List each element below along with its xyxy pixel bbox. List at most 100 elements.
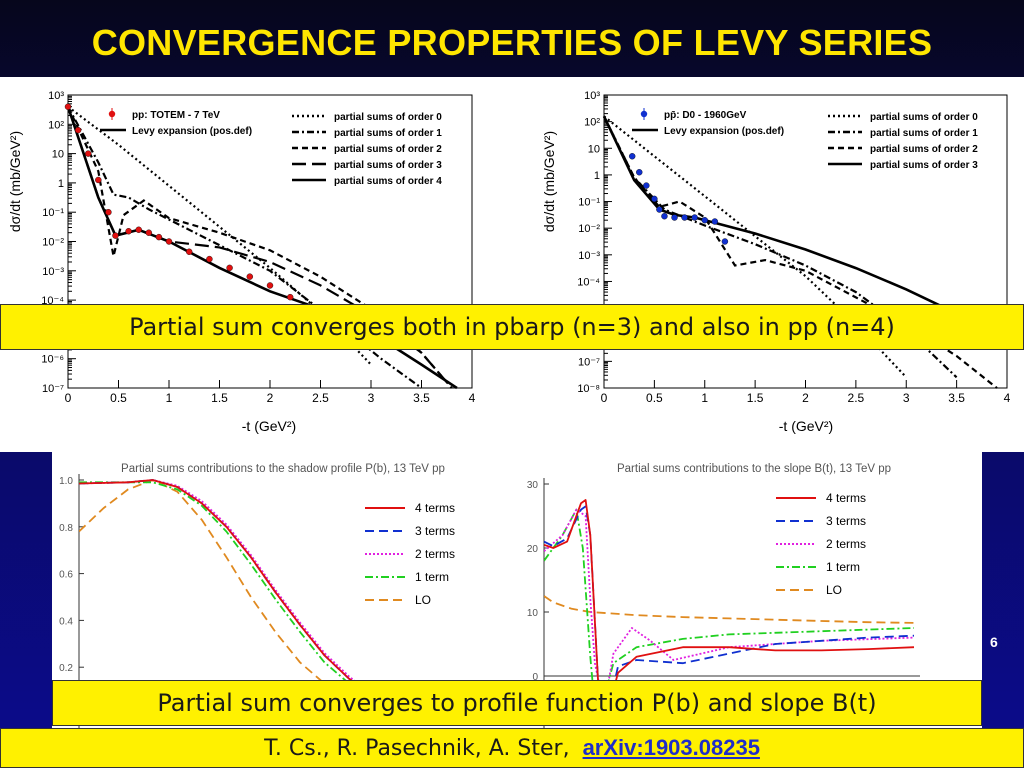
- tl-data-point: [95, 176, 102, 184]
- bl-legend-label: LO: [415, 593, 431, 607]
- tl-legend-label: partial sums of order 3: [334, 160, 442, 171]
- br-legend-label: 2 terms: [826, 537, 866, 551]
- tl-legend-model-label: Levy expansion (pos.def): [132, 126, 252, 137]
- caption-bottom: Partial sum converges to profile functio…: [52, 680, 982, 726]
- tl-y-axis-label: dσ/dt (mb/GeV²): [7, 131, 23, 232]
- br-series-line: [544, 595, 915, 624]
- tr-y-tick-label: 10⁻²: [578, 223, 600, 235]
- tl-data-point: [246, 273, 254, 280]
- bl-y-tick-label: 0.4: [59, 616, 73, 627]
- tl-legend-data-label: pp: TOTEM - 7 TeV: [132, 110, 220, 121]
- tr-x-tick-label: 0: [601, 391, 608, 405]
- tr-data-point: [691, 214, 698, 221]
- tr-data-point: [629, 153, 636, 160]
- tl-y-tick-label: 10⁻¹: [42, 207, 64, 219]
- slide-title: CONVERGENCE PROPERTIES OF LEVY SERIES: [91, 22, 933, 63]
- tl-data-point: [64, 103, 72, 110]
- tr-legend-data-label: pp̄: D0 - 1960GeV: [664, 110, 747, 121]
- bl-legend-label: 2 terms: [415, 547, 455, 561]
- br-chart-title: Partial sums contributions to the slope …: [617, 463, 891, 475]
- citation-bar: T. Cs., R. Pasechnik, A. Ster, arXiv:190…: [0, 728, 1024, 768]
- tr-x-tick-label: 4: [1004, 391, 1011, 405]
- bl-series-line: [79, 479, 473, 715]
- bl-legend-label: 1 term: [415, 570, 449, 584]
- tl-y-tick-label: 10⁻³: [42, 266, 64, 278]
- caption-top: Partial sum converges both in pbarp (n=3…: [0, 304, 1024, 350]
- tl-x-tick-label: 2.5: [312, 391, 329, 405]
- tl-x-axis-label: -t (GeV²): [242, 418, 296, 434]
- bl-series-line: [79, 479, 473, 715]
- br-series-line: [544, 508, 915, 709]
- d0-cross-section-plot: 10⁻⁸10⁻⁷10⁻⁶10⁻⁵10⁻⁴10⁻³10⁻²10⁻¹11010²10…: [526, 77, 1024, 452]
- tl-data-point: [185, 248, 193, 255]
- caption-top-text: Partial sum converges both in pbarp (n=3…: [129, 313, 895, 341]
- tl-x-tick-label: 1: [166, 391, 173, 405]
- tl-y-tick-label: 10³: [48, 90, 64, 102]
- tr-y-tick-label: 10⁻⁷: [578, 356, 600, 368]
- tl-data-point: [155, 233, 163, 241]
- tr-x-tick-label: 1: [701, 391, 708, 405]
- tl-series-line: [67, 106, 453, 389]
- tl-x-tick-label: 0: [65, 391, 72, 405]
- tr-legend-model-label: Levy expansion (pos.def): [664, 126, 784, 137]
- tr-y-axis-label: dσ/dt (mb/GeV²): [541, 131, 557, 232]
- tr-data-point: [721, 238, 729, 245]
- tl-y-tick-label: 10⁻²: [42, 237, 64, 249]
- br-legend-label: 1 term: [826, 560, 860, 574]
- br-legend-label: 3 terms: [826, 514, 866, 528]
- tr-data-point: [661, 212, 668, 220]
- tl-data-point: [74, 126, 82, 134]
- tl-x-tick-label: 3.5: [413, 391, 430, 405]
- br-legend-label: LO: [826, 583, 842, 597]
- tr-series-line: [602, 115, 1008, 342]
- tl-y-tick-label: 1: [58, 178, 64, 190]
- bl-y-tick-label: 1.0: [59, 476, 73, 487]
- tr-y-tick-label: 10⁻¹: [578, 197, 600, 209]
- bl-y-tick-label: 0.2: [59, 663, 73, 674]
- citation-authors: T. Cs., R. Pasechnik, A. Ster,: [264, 735, 577, 761]
- tr-data-point: [711, 218, 719, 225]
- br-y-tick-label: 20: [527, 544, 539, 555]
- tl-data-point: [135, 226, 142, 233]
- tl-data-point: [206, 255, 213, 263]
- tr-y-tick-label: 10⁻⁴: [577, 276, 600, 288]
- arxiv-link[interactable]: arXiv:1903.08235: [582, 735, 760, 760]
- tr-x-axis-label: -t (GeV²): [779, 418, 833, 434]
- bl-legend-label: 3 terms: [415, 524, 455, 538]
- tl-data-point: [145, 229, 153, 236]
- tl-series-line: [67, 106, 423, 389]
- tl-legend-label: partial sums of order 4: [334, 176, 442, 187]
- tl-y-tick-label: 10²: [48, 119, 64, 131]
- tr-x-tick-label: 3: [903, 391, 910, 405]
- tl-x-tick-label: 2: [267, 391, 274, 405]
- tl-legend-label: partial sums of order 2: [334, 144, 442, 155]
- tl-legend-label: partial sums of order 0: [334, 112, 442, 123]
- tr-legend-label: partial sums of order 1: [870, 128, 978, 139]
- d0-plot-canvas: 10⁻⁸10⁻⁷10⁻⁶10⁻⁵10⁻⁴10⁻³10⁻²10⁻¹11010²10…: [541, 90, 1011, 434]
- tl-data-point: [105, 208, 112, 216]
- tl-legend-label: partial sums of order 1: [334, 128, 442, 139]
- tr-y-tick-label: 10²: [584, 117, 600, 129]
- br-legend-label: 4 terms: [826, 491, 866, 505]
- tr-data-point: [671, 214, 678, 221]
- tl-data-point: [226, 264, 233, 272]
- tl-data-point: [112, 232, 119, 239]
- br-y-tick-label: 30: [527, 480, 539, 491]
- totem-cross-section-plot: 10⁻⁷10⁻⁶10⁻⁵10⁻⁴10⁻³10⁻²10⁻¹11010²10³00.…: [0, 77, 526, 452]
- tr-x-tick-label: 1.5: [747, 391, 764, 405]
- tr-data-point: [636, 169, 643, 176]
- tr-y-tick-label: 10⁻⁸: [577, 383, 600, 395]
- bl-series-line: [79, 479, 473, 715]
- bl-chart-title: Partial sums contributions to the shadow…: [121, 463, 445, 475]
- tr-x-tick-label: 2: [802, 391, 809, 405]
- bl-series-line: [79, 479, 473, 715]
- tr-data-point: [643, 182, 650, 189]
- tr-y-tick-label: 10³: [584, 90, 600, 102]
- tl-y-tick-label: 10⁻⁶: [41, 354, 64, 366]
- tr-data-point: [656, 206, 663, 213]
- br-y-tick-label: 10: [527, 608, 539, 619]
- tl-data-point: [266, 282, 274, 289]
- tl-data-point: [165, 238, 173, 245]
- tr-x-tick-label: 2.5: [848, 391, 865, 405]
- tr-y-tick-label: 1: [594, 170, 600, 182]
